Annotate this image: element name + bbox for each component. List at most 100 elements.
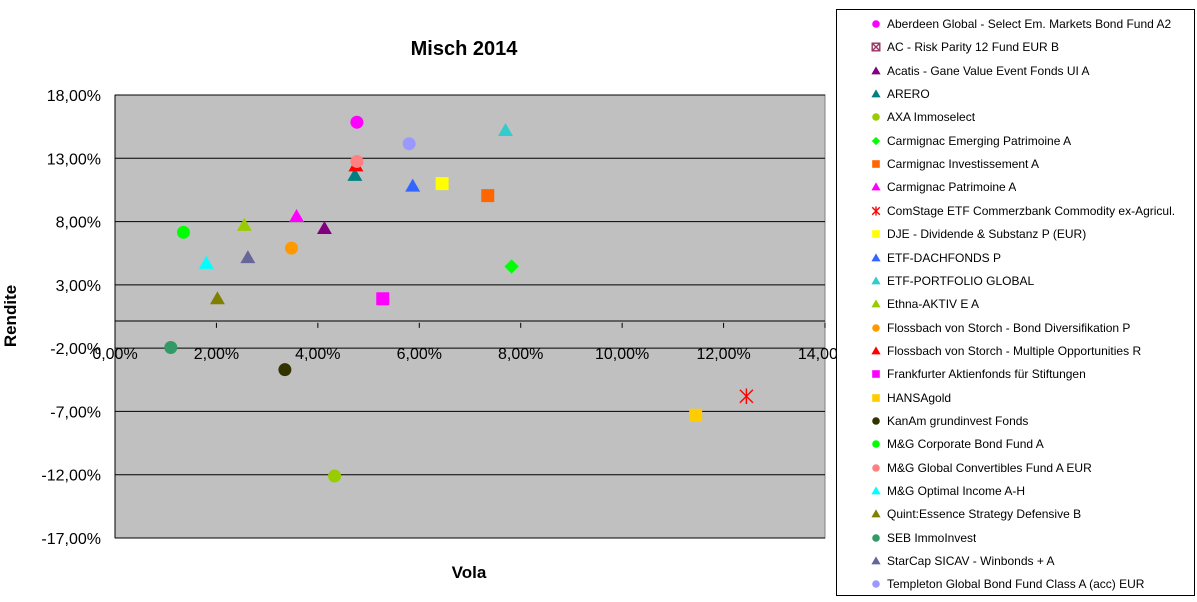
legend-label: AXA Immoselect — [887, 110, 976, 125]
x-tick-label-5: 10,00% — [595, 346, 649, 363]
y-tick-label-7: -17,00% — [41, 531, 101, 548]
data-point-16 — [689, 408, 703, 422]
legend-marker-shape — [872, 417, 880, 425]
x-tick-label-4: 8,00% — [498, 346, 543, 363]
legend-marker-shape — [872, 533, 880, 542]
legend-label: M&G Global Convertibles Fund A EUR — [887, 460, 1092, 475]
legend-label: Ethna-AKTIV E A — [887, 297, 980, 312]
data-point-2 — [316, 221, 332, 235]
legend-label: Carmignac Emerging Patrimoine A — [887, 133, 1072, 148]
legend-marker-shape — [872, 230, 880, 238]
legend-marker — [872, 463, 880, 472]
legend-item: Acatis - Gane Value Event Fonds UI A — [837, 61, 1196, 81]
y-tick-label-2: 8,00% — [56, 215, 101, 232]
x-tick-label-2: 4,00% — [295, 346, 340, 363]
data-point-0 — [350, 115, 364, 129]
legend-label: ComStage ETF Commerzbank Commodity ex-Ag… — [887, 203, 1176, 218]
legend-item: M&G Corporate Bond Fund A — [837, 434, 1196, 454]
data-point-7 — [289, 209, 305, 223]
legend-marker — [871, 346, 881, 355]
legend-marker — [872, 533, 880, 542]
legend-marker — [871, 509, 881, 518]
x-tick-label-3: 6,00% — [397, 346, 442, 363]
data-point-17 — [278, 363, 292, 377]
legend-marker-shape — [872, 393, 880, 402]
legend-marker-shape — [872, 370, 880, 379]
legend-item: Aberdeen Global - Select Em. Markets Bon… — [837, 14, 1196, 34]
legend-marker — [871, 252, 881, 261]
x-tick-label-6: 12,00% — [696, 346, 750, 363]
legend-label: AC - Risk Parity 12 Fund EUR B — [887, 40, 1060, 55]
legend-marker — [872, 20, 880, 28]
legend-label: Acatis - Gane Value Event Fonds UI A — [887, 63, 1090, 78]
legend-marker-shape — [871, 89, 881, 98]
legend-label: Carmignac Patrimoine A — [887, 180, 1017, 195]
legend-label: ARERO — [887, 87, 930, 102]
y-tick-label-3: 3,00% — [56, 278, 101, 295]
legend-item: ETF-PORTFOLIO GLOBAL — [837, 271, 1196, 291]
legend-marker — [871, 42, 881, 52]
data-point-4 — [328, 469, 342, 483]
legend-marker — [871, 66, 881, 75]
legend-marker-shape — [871, 206, 881, 216]
legend-marker-shape — [872, 323, 880, 332]
legend-item: DJE - Dividende & Substanz P (EUR) — [837, 224, 1196, 244]
legend-item: Flossbach von Storch - Multiple Opportun… — [837, 341, 1196, 361]
legend-marker-shape — [871, 136, 881, 145]
legend-marker — [872, 370, 880, 379]
legend-marker-shape — [871, 509, 881, 518]
data-point-20 — [198, 255, 214, 269]
gridlines — [115, 94, 825, 539]
legend-marker-shape — [872, 160, 880, 168]
data-point-9 — [435, 177, 449, 191]
legend-marker-shape — [871, 42, 881, 52]
data-point-19 — [350, 154, 364, 168]
legend-item: M&G Global Convertibles Fund A EUR — [837, 458, 1196, 478]
data-point-12 — [236, 217, 252, 231]
plot-area — [114, 94, 826, 539]
legend: Aberdeen Global - Select Em. Markets Bon… — [836, 9, 1195, 596]
legend-marker — [872, 393, 880, 402]
legend-item: AXA Immoselect — [837, 107, 1196, 127]
data-point-22 — [164, 341, 178, 355]
data-point-11 — [498, 122, 513, 136]
legend-item: ETF-DACHFONDS P — [837, 248, 1196, 268]
legend-marker-shape — [871, 276, 881, 285]
legend-label: ETF-DACHFONDS P — [887, 250, 1001, 265]
legend-marker — [871, 486, 881, 495]
data-point-13 — [284, 241, 298, 255]
legend-marker-shape — [872, 113, 880, 122]
x-tick-label-1: 2,00% — [194, 346, 239, 363]
legend-item: StarCap SICAV - Winbonds + A — [837, 551, 1196, 571]
legend-marker-shape — [871, 299, 881, 308]
legend-label: Flossbach von Storch - Bond Diversifikat… — [887, 320, 1131, 335]
legend-marker-shape — [872, 440, 880, 449]
legend-label: StarCap SICAV - Winbonds + A — [887, 554, 1055, 569]
chart-title: Misch 2014 — [411, 38, 519, 60]
legend-marker-shape — [871, 486, 881, 495]
legend-label: KanAm grundinvest Fonds — [887, 413, 1029, 428]
legend-marker — [872, 580, 880, 589]
legend-marker-shape — [871, 252, 881, 261]
legend-label: DJE - Dividende & Substanz P (EUR) — [887, 227, 1087, 242]
legend-marker — [872, 160, 880, 168]
data-point-18 — [176, 225, 190, 239]
y-tick-label-5: -7,00% — [50, 404, 101, 421]
legend-marker — [871, 206, 881, 216]
y-tick-label-1: 13,00% — [47, 151, 101, 168]
legend-label: Frankfurter Aktienfonds für Stiftungen — [887, 367, 1086, 382]
legend-label: SEB ImmoInvest — [887, 530, 977, 545]
legend-marker — [872, 323, 880, 332]
legend-item: ARERO — [837, 84, 1196, 104]
x-tick-label-0: 0,00% — [92, 346, 137, 363]
legend-marker-shape — [871, 556, 881, 565]
legend-marker — [871, 556, 881, 565]
legend-marker — [871, 136, 881, 145]
legend-marker — [871, 299, 881, 308]
legend-marker-shape — [871, 182, 881, 191]
y-tick-label-0: 18,00% — [47, 88, 101, 105]
legend-item: Carmignac Patrimoine A — [837, 177, 1196, 197]
legend-item: Templeton Global Bond Fund Class A (acc)… — [837, 574, 1196, 594]
legend-item: M&G Optimal Income A-H — [837, 481, 1196, 501]
